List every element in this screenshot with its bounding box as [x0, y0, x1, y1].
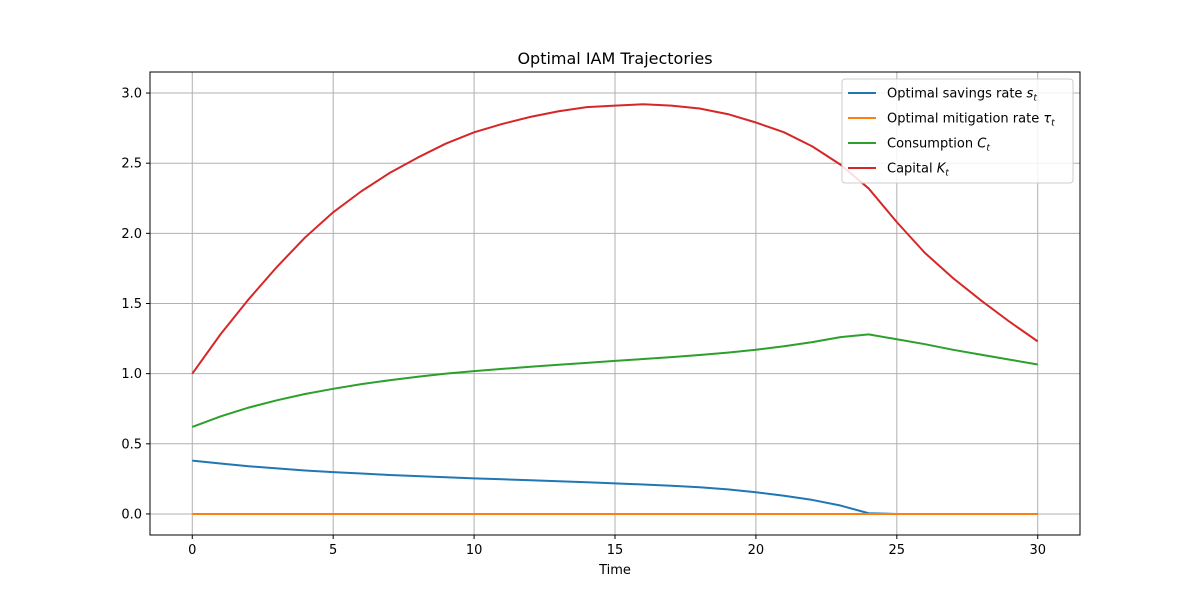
y-tick-label: 0.0	[121, 507, 142, 522]
legend-label: Capital Kt	[887, 162, 949, 179]
x-tick-label: 20	[748, 543, 765, 558]
legend-label-sub: t	[1033, 94, 1037, 104]
x-tick-label: 0	[188, 543, 196, 558]
legend-box	[841, 78, 1074, 184]
x-tick-label: 15	[607, 543, 624, 558]
y-tick-label: 1.5	[121, 297, 142, 312]
x-tick-label: 10	[466, 543, 483, 558]
legend-label-main: Consumption	[887, 137, 977, 152]
legend-label-var: s	[1027, 87, 1034, 102]
legend-label: Consumption Ct	[887, 137, 990, 154]
legend-label: Optimal savings rate st	[887, 87, 1037, 104]
x-tick-label: 25	[889, 543, 906, 558]
legend-label-sub: t	[986, 144, 990, 154]
series-lines	[191, 103, 1039, 515]
legend-label-main: Optimal savings rate	[887, 87, 1027, 102]
chart-title: Optimal IAM Trajectories	[517, 49, 712, 68]
legend-label-var: K	[937, 162, 947, 177]
axis-ticks: 0 5 10 15 20 25 30 0.0 0.5 1.0 1.5 2.0 2.5 3.0	[121, 87, 1046, 558]
y-tick-label: 3.0	[121, 87, 142, 102]
y-tick-label: 1.0	[121, 367, 142, 382]
legend-label-sub: t	[945, 169, 949, 179]
series-line-2	[191, 333, 1038, 428]
x-tick-label: 30	[1029, 543, 1046, 558]
y-tick-label: 2.5	[121, 157, 142, 172]
y-tick-label: 0.5	[121, 437, 142, 452]
x-tick-label: 5	[329, 543, 337, 558]
series-line-3	[191, 103, 1039, 375]
legend-label-main: Capital	[887, 162, 937, 177]
legend-label-var: τ	[1043, 112, 1051, 127]
legend-label-main: Optimal mitigation rate	[887, 112, 1043, 127]
legend-label-var: C	[977, 137, 987, 152]
y-tick-label: 2.0	[121, 227, 142, 242]
x-axis-label: Time	[598, 563, 631, 578]
legend-label: Optimal mitigation rate τt	[887, 112, 1055, 129]
legend-label-sub: t	[1051, 119, 1055, 129]
